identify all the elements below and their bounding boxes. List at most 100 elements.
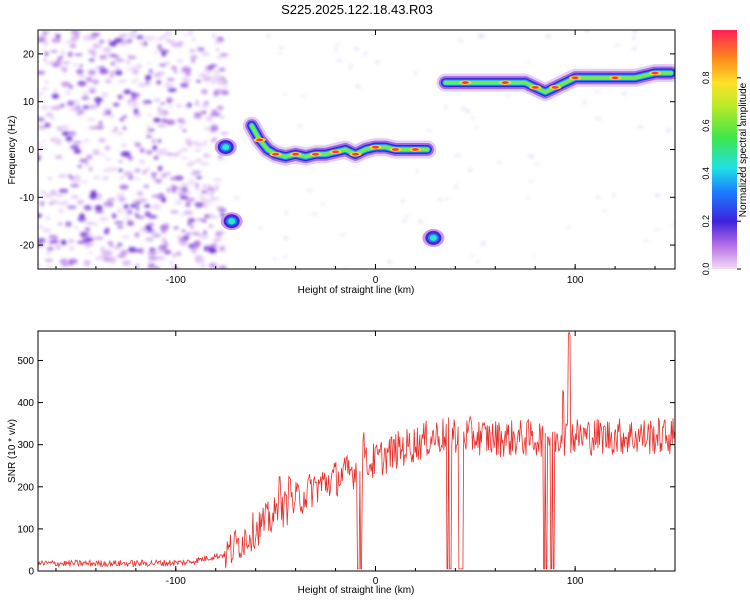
noise-speck	[59, 103, 65, 108]
noise-speck	[119, 33, 129, 37]
noise-speck	[94, 210, 104, 214]
noise-speck	[152, 174, 156, 180]
noise-speck	[143, 204, 151, 208]
noise-speck	[146, 36, 156, 41]
y-tick-label: 500	[17, 356, 34, 367]
noise-speck	[58, 222, 62, 226]
noise-speck	[119, 175, 124, 180]
noise-speck	[95, 66, 104, 69]
noise-speck	[87, 49, 97, 54]
noise-speck	[417, 219, 424, 224]
noise-speck	[170, 210, 179, 213]
noise-speck	[213, 184, 220, 188]
noise-speck	[117, 242, 123, 247]
noise-speck	[40, 105, 49, 110]
noise-speck	[166, 97, 173, 102]
noise-speck	[203, 140, 208, 146]
noise-speck	[181, 229, 186, 233]
noise-speck	[117, 94, 123, 100]
noise-speck	[122, 217, 131, 220]
noise-speck	[52, 61, 62, 67]
noise-speck	[201, 190, 205, 193]
noise-speck	[161, 223, 170, 229]
noise-speck	[177, 59, 183, 63]
noise-speck	[179, 71, 187, 74]
noise-speck	[118, 80, 127, 83]
noise-speck	[133, 142, 139, 145]
noise-speck	[113, 245, 121, 250]
noise-speck	[102, 168, 112, 173]
noise-speck	[144, 211, 152, 217]
noise-speck	[119, 184, 129, 190]
noise-speck	[351, 165, 359, 168]
snr-frame	[37, 330, 676, 572]
noise-speck	[85, 222, 95, 225]
noise-speck	[122, 260, 132, 266]
noise-speck	[84, 245, 90, 249]
noise-speck	[470, 254, 475, 258]
noise-speck	[183, 33, 187, 37]
noise-speck	[42, 228, 52, 233]
noise-speck	[344, 266, 350, 269]
noise-speck	[160, 34, 168, 39]
noise-speck	[205, 153, 211, 159]
noise-speck	[220, 132, 229, 135]
noise-speck	[203, 245, 208, 252]
noise-speck	[190, 248, 198, 254]
noise-speck	[117, 209, 121, 213]
snr-series-line	[38, 331, 675, 570]
noise-speck	[118, 168, 123, 172]
noise-speck	[147, 251, 157, 255]
noise-speck	[192, 38, 196, 41]
noise-speck	[189, 160, 196, 164]
noise-speck	[143, 184, 150, 189]
noise-speck	[44, 51, 49, 56]
noise-speck	[272, 256, 277, 260]
noise-speck	[190, 245, 200, 249]
noise-speck	[404, 213, 409, 218]
noise-speck	[81, 162, 89, 165]
noise-speck	[157, 106, 162, 112]
noise-speck	[207, 67, 213, 70]
snr-ylabel: SNR (10 * v/v)	[7, 419, 18, 483]
y-tick-label: 0	[28, 567, 34, 578]
noise-speck	[348, 64, 354, 67]
noise-speck	[54, 105, 62, 111]
noise-speck	[477, 33, 484, 38]
noise-speck	[187, 179, 197, 182]
noise-speck	[196, 143, 204, 147]
noise-speck	[219, 53, 229, 57]
noise-speck	[40, 189, 46, 196]
colorbar-tick-label: 0.0	[701, 263, 711, 276]
noise-speck	[464, 108, 471, 114]
noise-speck	[104, 145, 111, 151]
noise-speck	[672, 222, 675, 226]
noise-speck	[68, 174, 72, 178]
noise-speck	[82, 179, 88, 184]
noise-speck	[112, 102, 120, 107]
noise-speck	[145, 149, 153, 155]
noise-speck	[532, 255, 536, 258]
noise-speck	[310, 167, 315, 170]
noise-speck	[64, 40, 72, 44]
noise-speck	[209, 191, 214, 197]
y-tick-label: -20	[20, 241, 35, 252]
noise-speck	[164, 241, 169, 246]
noise-speck	[87, 86, 98, 91]
noise-speck	[189, 54, 198, 60]
noise-speck	[157, 124, 167, 127]
noise-speck	[70, 107, 80, 111]
noise-speck	[602, 209, 608, 213]
noise-speck	[654, 193, 661, 198]
noise-speck	[210, 197, 220, 200]
noise-speck	[49, 50, 59, 53]
noise-speck	[474, 126, 478, 130]
noise-speck	[208, 263, 218, 269]
noise-speck	[114, 56, 119, 62]
noise-speck	[146, 62, 152, 65]
noise-speck	[103, 51, 111, 55]
noise-speck	[216, 56, 223, 60]
noise-speck	[171, 65, 178, 71]
ridge-peak	[332, 150, 340, 154]
noise-speck	[208, 248, 218, 254]
